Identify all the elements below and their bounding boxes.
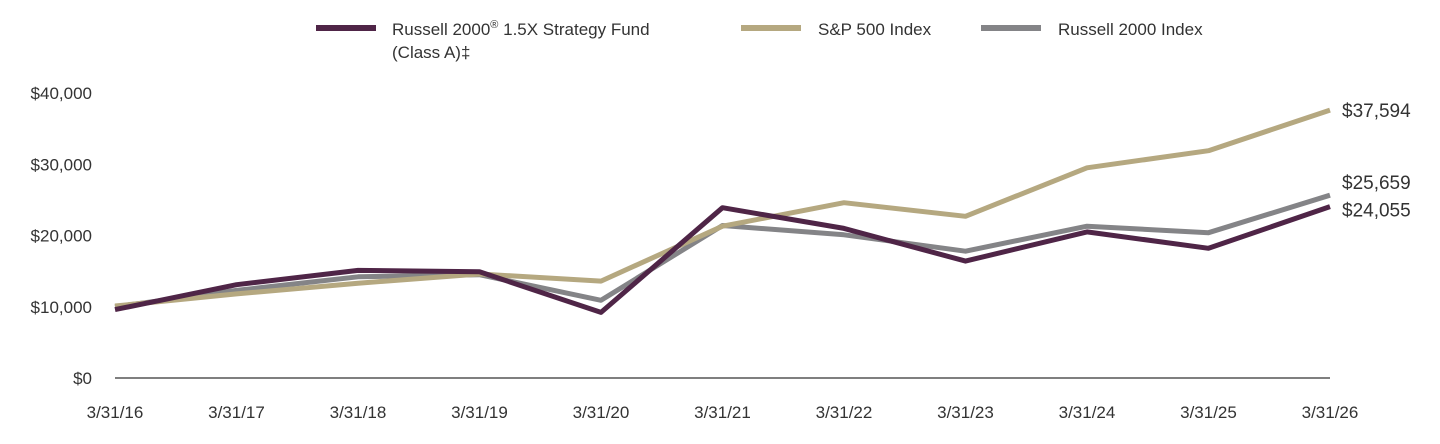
end-value-labels: $24,055 $37,594 $25,659	[1342, 101, 1411, 221]
x-tick-label: 3/31/21	[694, 403, 751, 422]
legend-label-russell2000: Russell 2000 Index	[1058, 20, 1203, 39]
series-line-sp500	[114, 107, 1331, 309]
legend-item-fund: Russell 2000® 1.5X Strategy Fund (Class …	[316, 19, 650, 62]
series-lines	[114, 107, 1331, 315]
legend: Russell 2000® 1.5X Strategy Fund (Class …	[316, 19, 1203, 62]
series-line-fund	[114, 204, 1331, 315]
x-tick-label: 3/31/19	[451, 403, 508, 422]
legend-label-sp500: S&P 500 Index	[818, 20, 932, 39]
legend-item-sp500: S&P 500 Index	[741, 20, 932, 39]
x-tick-label: 3/31/23	[937, 403, 994, 422]
x-tick-label: 3/31/20	[573, 403, 630, 422]
x-tick-label: 3/31/26	[1302, 403, 1359, 422]
x-tick-label: 3/31/18	[330, 403, 387, 422]
y-tick-label: $10,000	[31, 298, 92, 317]
x-tick-label: 3/31/17	[208, 403, 265, 422]
x-tick-label: 3/31/24	[1059, 403, 1116, 422]
x-tick-label: 3/31/22	[816, 403, 873, 422]
y-tick-label: $30,000	[31, 155, 92, 174]
end-label-fund: $24,055	[1342, 201, 1411, 222]
y-tick-label: $40,000	[31, 84, 92, 103]
y-tick-label: $0	[73, 369, 92, 388]
x-axis-tick-labels: 3/31/16 3/31/17 3/31/18 3/31/19 3/31/20 3/31/…	[87, 403, 1359, 422]
x-tick-label: 3/31/25	[1180, 403, 1237, 422]
y-axis-tick-labels: $0 $10,000 $20,000 $30,000 $40,000	[31, 84, 92, 388]
legend-label-fund-line2: (Class A)‡	[392, 43, 470, 62]
legend-label-fund: Russell 2000® 1.5X Strategy Fund	[392, 19, 650, 39]
legend-item-russell2000: Russell 2000 Index	[981, 20, 1203, 39]
y-tick-label: $20,000	[31, 227, 92, 246]
end-label-sp500: $37,594	[1342, 101, 1411, 122]
x-tick-label: 3/31/16	[87, 403, 144, 422]
end-label-russell2000: $25,659	[1342, 173, 1411, 194]
